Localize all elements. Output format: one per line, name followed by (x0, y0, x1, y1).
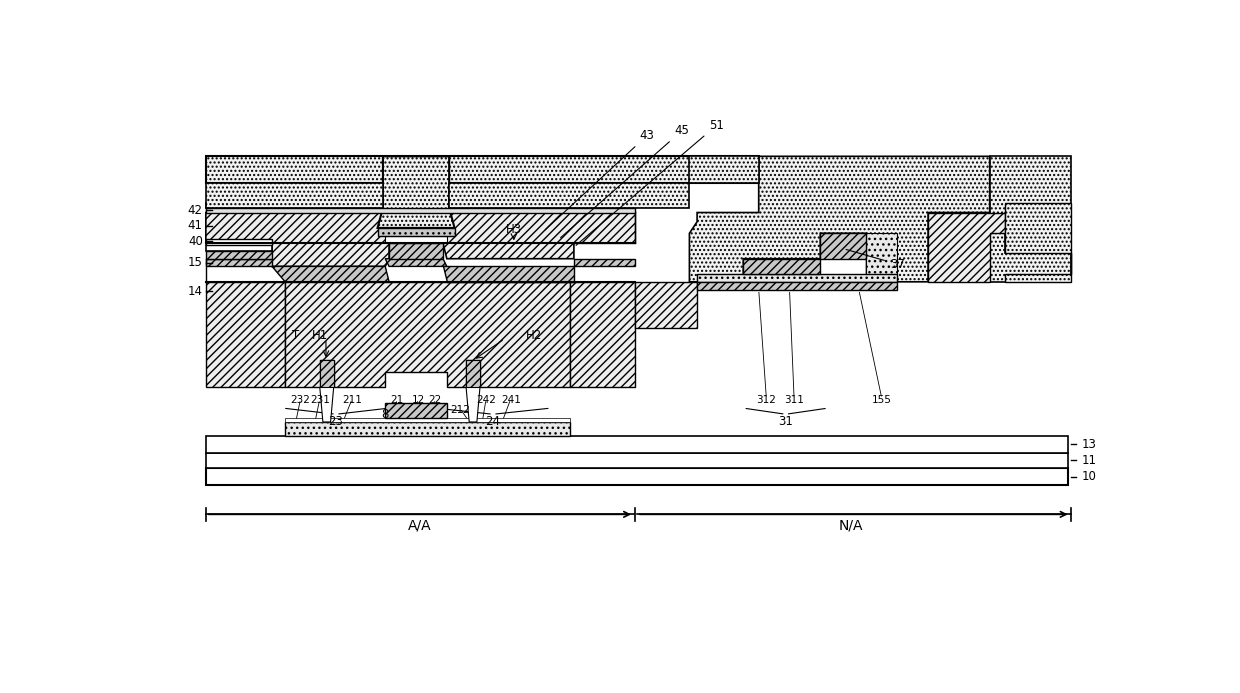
Text: 232: 232 (290, 396, 310, 405)
Text: 41: 41 (187, 219, 203, 232)
Text: 37: 37 (846, 249, 905, 270)
Polygon shape (285, 418, 570, 422)
Text: H2: H2 (526, 329, 542, 342)
Text: 155: 155 (872, 396, 892, 405)
Text: 31: 31 (779, 416, 794, 428)
Text: 40: 40 (188, 234, 203, 247)
Polygon shape (697, 282, 898, 290)
Text: 14: 14 (187, 285, 203, 297)
Text: 211: 211 (342, 396, 362, 405)
Polygon shape (377, 228, 455, 236)
Text: 24: 24 (486, 416, 501, 428)
Text: 51: 51 (577, 119, 724, 245)
Text: H1: H1 (311, 329, 327, 342)
Text: 231: 231 (310, 396, 330, 405)
Text: 241: 241 (501, 396, 521, 405)
Polygon shape (574, 258, 635, 266)
Polygon shape (206, 258, 272, 266)
Text: T: T (291, 329, 299, 342)
Polygon shape (206, 436, 1068, 453)
Polygon shape (377, 157, 455, 228)
Text: 8: 8 (382, 407, 389, 421)
Text: 11: 11 (1083, 454, 1097, 467)
Polygon shape (285, 422, 570, 436)
Polygon shape (272, 266, 389, 282)
Polygon shape (689, 157, 990, 282)
Polygon shape (389, 243, 443, 258)
Text: 23: 23 (329, 416, 343, 428)
Polygon shape (570, 282, 635, 387)
Text: 13: 13 (1083, 438, 1097, 450)
Polygon shape (449, 183, 689, 208)
Polygon shape (285, 282, 570, 387)
Polygon shape (206, 157, 759, 183)
Polygon shape (206, 251, 272, 258)
Text: 21: 21 (391, 396, 403, 405)
Polygon shape (320, 387, 334, 422)
Text: 12: 12 (412, 396, 425, 405)
Polygon shape (466, 387, 480, 422)
Polygon shape (206, 213, 635, 266)
Polygon shape (821, 234, 867, 258)
Polygon shape (697, 274, 898, 282)
Text: 22: 22 (429, 396, 441, 405)
Text: 311: 311 (784, 396, 804, 405)
Text: 42: 42 (187, 204, 203, 217)
Text: A/A: A/A (408, 519, 432, 533)
Polygon shape (320, 360, 334, 387)
Polygon shape (206, 468, 1068, 485)
Polygon shape (386, 403, 446, 418)
Polygon shape (206, 238, 272, 245)
Polygon shape (689, 157, 759, 183)
Polygon shape (386, 258, 446, 266)
Polygon shape (206, 183, 383, 208)
Text: 212: 212 (450, 405, 470, 414)
Polygon shape (206, 282, 285, 387)
Text: 45: 45 (560, 125, 689, 238)
Polygon shape (466, 360, 480, 387)
Polygon shape (206, 245, 272, 251)
Polygon shape (1006, 202, 1070, 282)
Polygon shape (386, 236, 446, 243)
Polygon shape (206, 202, 383, 208)
Text: N/A: N/A (838, 519, 863, 533)
Polygon shape (867, 234, 898, 282)
Text: 242: 242 (476, 396, 496, 405)
Text: 10: 10 (1083, 470, 1097, 483)
Polygon shape (635, 282, 697, 328)
Text: H3: H3 (506, 223, 522, 236)
Polygon shape (206, 208, 635, 213)
Text: 312: 312 (756, 396, 776, 405)
Text: 15: 15 (188, 256, 203, 269)
Polygon shape (443, 266, 574, 282)
Polygon shape (743, 258, 821, 274)
Polygon shape (206, 453, 1068, 468)
Polygon shape (990, 157, 1070, 282)
Polygon shape (928, 213, 1006, 282)
Text: 43: 43 (546, 129, 655, 230)
